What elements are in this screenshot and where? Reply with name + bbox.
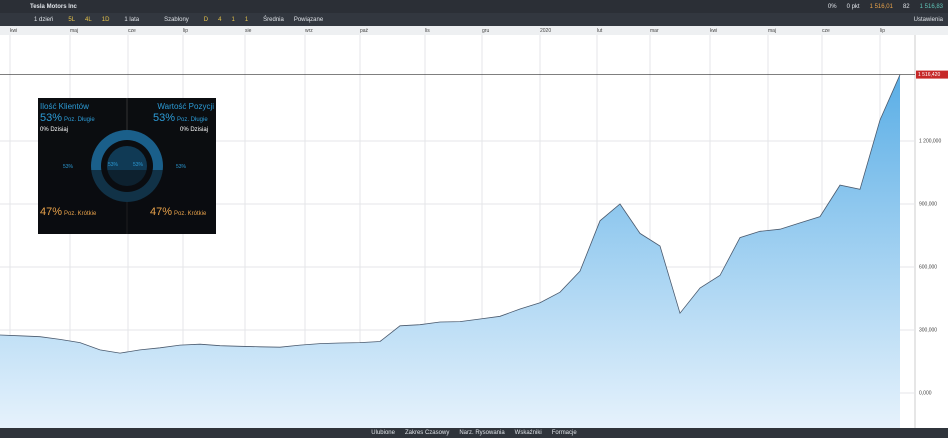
right-title: Wartość Pozycji [157, 102, 214, 111]
y-tick-label: 0,000 [919, 390, 932, 396]
x-tick-label: kwi [710, 28, 717, 34]
short-label: Poz. Krótkie [173, 211, 207, 217]
x-tick-label: kwi [10, 28, 17, 34]
range-button[interactable]: 1D [101, 16, 110, 23]
long-label: Poz. Długie [63, 117, 95, 123]
x-tick-label: lip [183, 28, 188, 34]
today: 0% Dzisiaj [180, 127, 209, 133]
bottom-menu-item[interactable]: Formacje [551, 430, 577, 436]
sentiment-widget: Ilość Klientów Wartość Pozycji 53% Poz. … [38, 98, 216, 234]
change-pts: 0 pkt [846, 3, 860, 10]
last-price-box [916, 70, 948, 79]
x-tick-label: sie [245, 28, 252, 34]
chart-type-button[interactable]: 1 [231, 16, 235, 23]
instrument[interactable]: Tesla Motors Inc [30, 3, 77, 10]
range-button[interactable]: 5L [68, 16, 76, 23]
area-fill [0, 74, 900, 428]
right-long: 53% [153, 112, 176, 124]
settings[interactable]: Ustawienia [913, 16, 943, 23]
inner-left: 53% [108, 162, 119, 168]
x-tick-label: cze [128, 28, 136, 34]
x-tick-label: lut [597, 28, 603, 34]
range-button[interactable]: 4L [85, 16, 92, 23]
date-axis [0, 26, 948, 35]
left-short: 47% [40, 206, 63, 218]
last-price-label: 1 516,420 [918, 72, 940, 78]
y-tick-label: 1 200,000 [919, 138, 941, 144]
today: 0% Dzisiaj [40, 127, 69, 133]
x-tick-label: gru [482, 28, 489, 34]
buy-price[interactable]: 1 516,83 [919, 3, 943, 10]
ring-right: 53% [176, 164, 187, 170]
period[interactable]: 1 lata [124, 16, 140, 23]
left-title: Ilość Klientów [40, 102, 89, 111]
y-tick-label: 600,000 [919, 264, 937, 270]
related[interactable]: Powiązane [293, 16, 324, 23]
y-tick-label: 300,000 [919, 327, 937, 333]
right-short: 47% [150, 206, 173, 218]
interval[interactable]: 1 dzień [34, 16, 54, 23]
x-tick-label: paź [360, 28, 369, 34]
x-tick-label: 2020 [540, 28, 551, 34]
x-tick-label: lis [425, 28, 430, 34]
left-long: 53% [40, 112, 63, 124]
chart-type-button[interactable]: D [203, 16, 209, 23]
bottom-menu-item[interactable]: Ulubione [371, 430, 395, 436]
top-bar: Tesla Motors Inc 0% 0 pkt 1 516,01 82 1 … [0, 0, 948, 14]
long-label: Poz. Długie [176, 117, 208, 123]
spread: 82 [902, 3, 910, 10]
chart-type-button[interactable]: 1 [244, 16, 249, 23]
price-line [0, 74, 901, 354]
bottom-menu-item[interactable]: Zakres Czasowy [404, 430, 450, 436]
short-label: Poz. Krótkie [63, 211, 97, 217]
x-tick-label: lip [880, 28, 885, 34]
x-tick-label: cze [822, 28, 830, 34]
toolbar: 1 dzień 5L 4L 1D 1 lata Szablony D 4 1 1 Śred… [0, 13, 948, 26]
bottom-menu-item[interactable]: Narz. Rysowania [459, 430, 505, 436]
ring-left: 53% [63, 164, 74, 170]
chart-type-button[interactable]: 4 [218, 16, 222, 23]
x-tick-label: wrz [305, 28, 313, 34]
x-tick-label: maj [768, 28, 776, 34]
widget-graphic [38, 98, 216, 234]
inner-right: 53% [133, 162, 144, 168]
average[interactable]: Średnia [263, 16, 284, 23]
bottom-menu-item[interactable]: Wskaźniki [514, 430, 542, 436]
bottom-bar: Ulubione Zakres Czasowy Narz. Rysowania Wsk… [0, 428, 948, 438]
change-pct: 0% [827, 3, 837, 10]
x-tick-label: mar [650, 28, 659, 34]
sell-price[interactable]: 1 516,01 [869, 3, 893, 10]
x-tick-label: maj [70, 28, 78, 34]
templates[interactable]: Szablony [164, 16, 189, 23]
y-tick-label: 900,000 [919, 201, 937, 207]
